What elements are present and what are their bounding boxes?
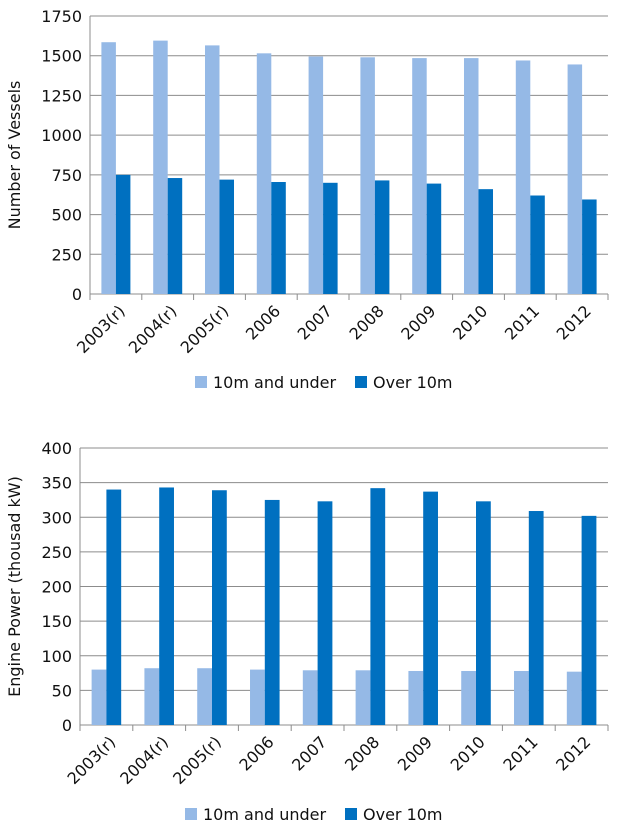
bar bbox=[515, 60, 531, 295]
bar bbox=[412, 58, 427, 295]
bar bbox=[423, 491, 438, 725]
bar bbox=[271, 182, 286, 294]
x-tick-label: 2006 bbox=[242, 301, 284, 343]
bar bbox=[408, 670, 424, 725]
y-tick-label: 50 bbox=[52, 681, 72, 700]
legend-label: 10m and under bbox=[203, 805, 327, 824]
y-tick-label: 250 bbox=[51, 245, 82, 264]
bar bbox=[567, 64, 583, 294]
bar bbox=[463, 58, 479, 295]
x-tick-label: 2011 bbox=[499, 732, 541, 774]
bar bbox=[323, 182, 338, 294]
bar bbox=[256, 53, 272, 295]
y-tick-label: 0 bbox=[62, 716, 72, 735]
bar bbox=[212, 490, 227, 725]
x-tick-label: 2005(r) bbox=[169, 732, 225, 788]
x-tick-label: 2005(r) bbox=[177, 301, 233, 357]
y-tick-label: 1000 bbox=[41, 126, 82, 145]
y-tick-label: 350 bbox=[41, 474, 72, 493]
y-tick-label: 200 bbox=[41, 578, 72, 597]
x-tick-label: 2004(r) bbox=[125, 301, 181, 357]
engine-power-chart: 0501001502002503003504002003(r)2004(r)20… bbox=[5, 439, 609, 824]
bar bbox=[302, 670, 318, 725]
bar bbox=[478, 189, 494, 294]
y-tick-label: 300 bbox=[41, 508, 72, 527]
x-tick-label: 2010 bbox=[449, 301, 491, 343]
bar bbox=[370, 488, 386, 725]
legend-label: Over 10m bbox=[373, 373, 453, 392]
vessels-chart: 0 250 500 750 1000 1250 1500 1750 2003(r)2004(r)… bbox=[5, 7, 609, 392]
legend-swatch bbox=[185, 808, 197, 820]
legend-label: 10m and under bbox=[213, 373, 337, 392]
y-tick-label: 100 bbox=[41, 647, 72, 666]
bar bbox=[167, 178, 183, 294]
legend-swatch bbox=[345, 808, 357, 820]
x-tick-label: 2003(r) bbox=[73, 301, 129, 357]
bar bbox=[360, 57, 375, 294]
bar bbox=[159, 487, 174, 725]
bar bbox=[317, 501, 333, 725]
y-tick-label: 400 bbox=[41, 439, 72, 458]
y-tick-label: 750 bbox=[51, 166, 82, 185]
bar bbox=[581, 515, 597, 725]
x-tick-label: 2007 bbox=[288, 732, 330, 774]
x-tick-label: 2008 bbox=[341, 732, 383, 774]
bar bbox=[582, 199, 597, 294]
bar bbox=[264, 499, 280, 725]
x-tick-label: 2003(r) bbox=[64, 732, 120, 788]
x-tick-label: 2004(r) bbox=[116, 732, 172, 788]
bar bbox=[250, 669, 265, 725]
y-axis-title: Engine Power (thousad kW) bbox=[5, 476, 24, 697]
x-tick-label: 2007 bbox=[294, 301, 336, 343]
x-tick-label: 2008 bbox=[346, 301, 388, 343]
bar bbox=[514, 670, 529, 725]
legend-label: Over 10m bbox=[363, 805, 443, 824]
bar bbox=[308, 56, 324, 294]
bar bbox=[91, 669, 107, 725]
bar bbox=[530, 195, 545, 294]
bar bbox=[106, 489, 122, 725]
x-tick-label: 2010 bbox=[447, 732, 489, 774]
bar bbox=[197, 668, 212, 725]
bar bbox=[461, 670, 476, 725]
x-tick-label: 2012 bbox=[552, 732, 594, 774]
bar bbox=[374, 180, 390, 294]
bar bbox=[528, 511, 544, 725]
legend-swatch bbox=[195, 376, 207, 388]
y-tick-label: 0 bbox=[72, 285, 82, 304]
bar bbox=[144, 668, 160, 725]
bar bbox=[355, 670, 371, 725]
x-tick-label: 2009 bbox=[397, 301, 439, 343]
y-tick-label: 1250 bbox=[41, 86, 82, 105]
bar bbox=[219, 179, 235, 294]
bar bbox=[153, 40, 168, 294]
y-tick-label: 1500 bbox=[41, 47, 82, 66]
y-tick-label: 250 bbox=[41, 543, 72, 562]
x-tick-label: 2011 bbox=[501, 301, 543, 343]
x-tick-label: 2006 bbox=[235, 732, 277, 774]
bar bbox=[476, 501, 491, 725]
bar bbox=[566, 671, 582, 725]
bar bbox=[101, 42, 116, 295]
y-tick-label: 1750 bbox=[41, 7, 82, 26]
y-axis-title: Number of Vessels bbox=[5, 81, 24, 230]
legend-swatch bbox=[355, 376, 367, 388]
y-tick-label: 150 bbox=[41, 612, 72, 631]
bar bbox=[204, 45, 220, 294]
bar bbox=[426, 183, 442, 294]
y-tick-label: 500 bbox=[51, 206, 82, 225]
x-tick-label: 2012 bbox=[553, 301, 595, 343]
x-tick-label: 2009 bbox=[394, 732, 436, 774]
bar bbox=[115, 174, 131, 294]
